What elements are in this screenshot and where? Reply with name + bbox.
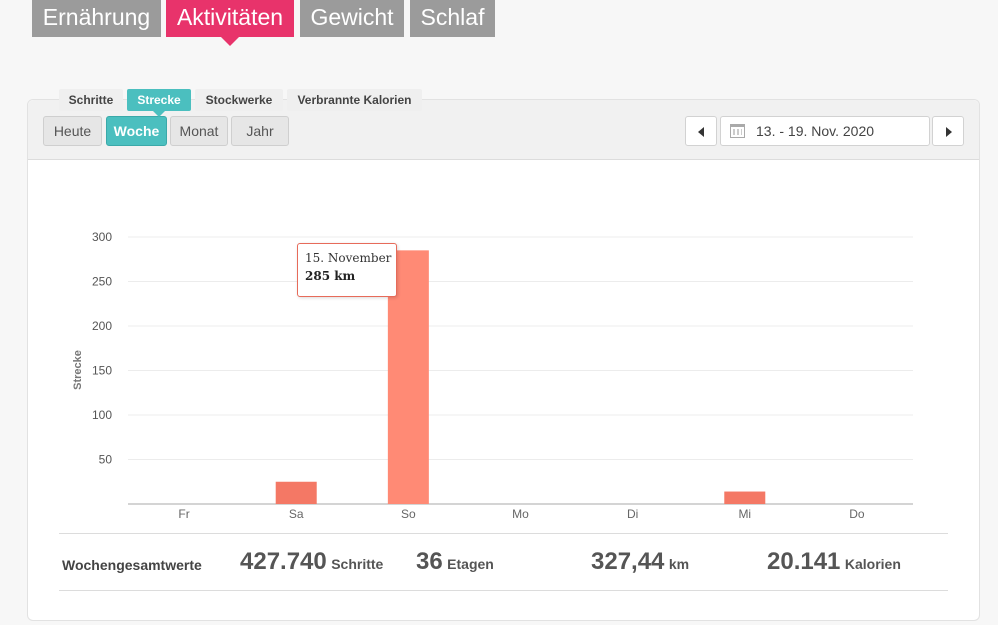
- y-tick-label: 150: [92, 364, 112, 378]
- period-button-monat[interactable]: Monat: [170, 116, 228, 146]
- chevron-right-icon: [946, 127, 952, 137]
- x-tick-label: Di: [627, 507, 638, 521]
- y-axis-label: Strecke: [72, 350, 84, 390]
- tab-schlaf[interactable]: Schlaf: [410, 0, 495, 37]
- next-week-button[interactable]: [932, 116, 964, 146]
- y-tick-label: 100: [92, 408, 112, 422]
- metric-tab-verbrannte-kalorien[interactable]: Verbrannte Kalorien: [287, 89, 422, 111]
- date-range-picker[interactable]: 13. - 19. Nov. 2020: [720, 116, 930, 146]
- y-tick-label: 300: [92, 230, 112, 244]
- x-tick-label: Fr: [178, 507, 189, 521]
- bar-mi[interactable]: [724, 491, 766, 504]
- tooltip-value: 285 km: [305, 269, 356, 283]
- y-tick-label: 200: [92, 319, 112, 333]
- tooltip-date: 15. November: [305, 251, 392, 265]
- x-tick-label: So: [401, 507, 416, 521]
- x-tick-label: Do: [849, 507, 865, 521]
- y-tick-label: 50: [99, 453, 113, 467]
- period-button-jahr[interactable]: Jahr: [231, 116, 289, 146]
- total-distance-value: 327,44: [591, 548, 665, 575]
- x-tick-label: Mo: [512, 507, 529, 521]
- total-calories-value: 20.141: [767, 548, 841, 575]
- total-steps: 427.740 Schritte: [240, 548, 383, 576]
- total-steps-unit: Schritte: [331, 556, 384, 572]
- total-calories: 20.141 Kalorien: [767, 548, 901, 576]
- period-button-woche[interactable]: Woche: [106, 116, 167, 146]
- previous-week-button[interactable]: [685, 116, 717, 146]
- weekly-totals: Wochengesamtwerte 427.740 Schritte 36 Et…: [59, 533, 948, 591]
- x-tick-label: Mi: [738, 507, 751, 521]
- total-floors-value: 36: [416, 548, 443, 575]
- bar-sa[interactable]: [275, 481, 317, 504]
- chart-tooltip: 15. November 285 km: [297, 243, 397, 297]
- total-steps-value: 427.740: [240, 548, 327, 575]
- chevron-left-icon: [698, 127, 704, 137]
- weekly-totals-label: Wochengesamtwerte: [62, 557, 202, 573]
- period-button-heute[interactable]: Heute: [43, 116, 102, 146]
- metric-tab-strecke[interactable]: Strecke: [127, 89, 191, 117]
- tab-aktivitaeten[interactable]: Aktivitäten: [166, 0, 294, 46]
- total-floors: 36 Etagen: [416, 548, 494, 576]
- total-distance: 327,44 km: [591, 548, 689, 576]
- tab-ernaehrung[interactable]: Ernährung: [32, 0, 161, 37]
- metric-tab-schritte[interactable]: Schritte: [59, 89, 123, 111]
- total-calories-unit: Kalorien: [844, 556, 901, 572]
- metric-tab-stockwerke[interactable]: Stockwerke: [195, 89, 283, 111]
- date-range-label: 13. - 19. Nov. 2020: [756, 123, 875, 139]
- tab-gewicht[interactable]: Gewicht: [300, 0, 404, 37]
- total-distance-unit: km: [668, 556, 690, 572]
- calendar-icon: [730, 124, 745, 138]
- x-tick-label: Sa: [289, 507, 304, 521]
- y-tick-label: 250: [92, 275, 112, 289]
- total-floors-unit: Etagen: [447, 556, 494, 572]
